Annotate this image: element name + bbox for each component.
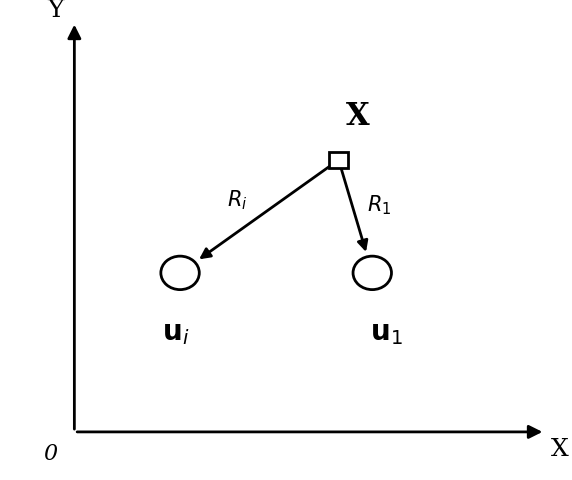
Text: Y: Y — [47, 0, 63, 22]
Circle shape — [161, 257, 199, 290]
Text: $R_1$: $R_1$ — [367, 192, 392, 216]
Bar — [329, 152, 348, 169]
Text: 0: 0 — [43, 442, 57, 464]
Text: $\mathbf{u}_{i}$: $\mathbf{u}_{i}$ — [161, 319, 189, 346]
Text: X: X — [551, 437, 569, 460]
Text: X: X — [346, 100, 370, 132]
Text: $R_i$: $R_i$ — [228, 189, 248, 212]
Circle shape — [353, 257, 391, 290]
Text: $\mathbf{u}_{1}$: $\mathbf{u}_{1}$ — [370, 319, 403, 346]
